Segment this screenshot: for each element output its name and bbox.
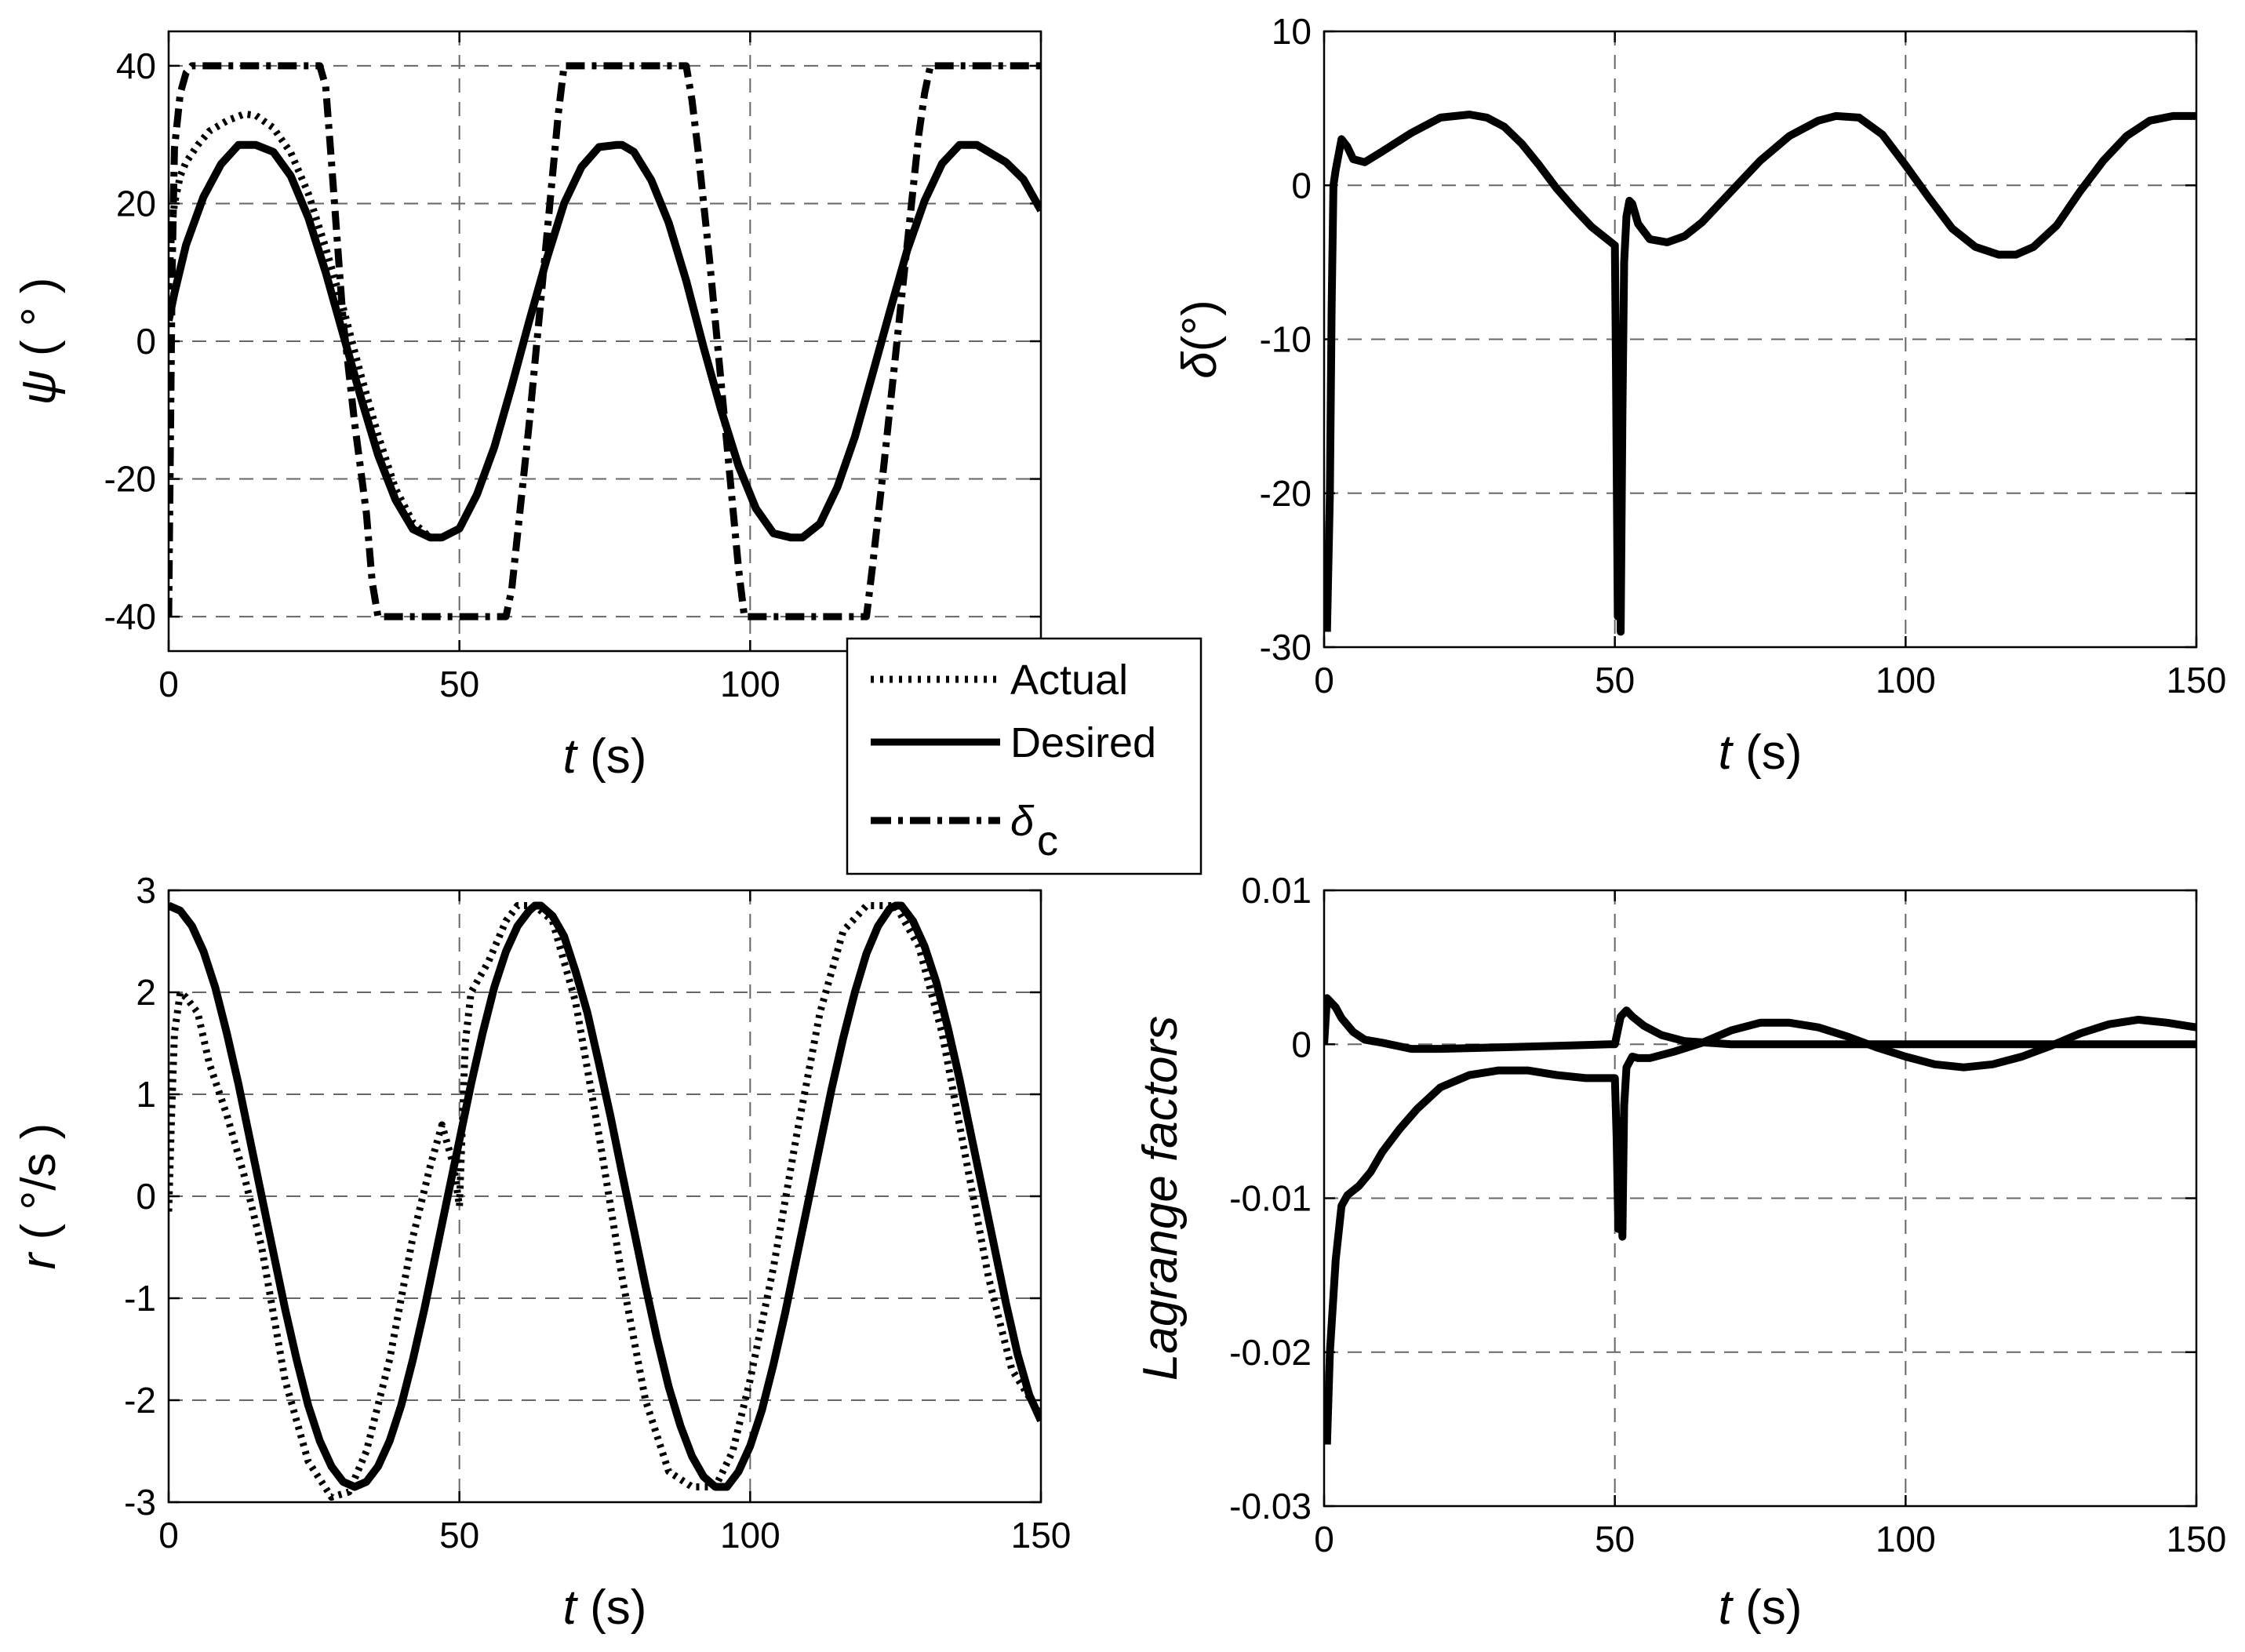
lagrange-y-axis-label: Lagrange factors (1133, 1016, 1188, 1381)
r-series-desired (169, 901, 1041, 1491)
psi-chart: 0 50 100 -40 -20 0 20 40 t (s) ψ ( ° ) (12, 30, 1042, 784)
delta-y-tick-label: 10 (1272, 11, 1312, 52)
psi-x-tick-label: 100 (720, 664, 780, 704)
r-y-tick-label: -1 (124, 1278, 156, 1319)
psi-series--c (169, 62, 1041, 620)
legend: Actual Desired δ c (846, 637, 1203, 875)
legend-label-delta-c-subscript: c (1037, 817, 1058, 864)
delta-chart: 0 50 100 150 -30 -20 -10 0 10 t (s) δ(°) (1173, 11, 2226, 780)
lagrange-y-tick-label: 0.01 (1241, 870, 1312, 911)
r-x-tick-label: 150 (1011, 1515, 1072, 1556)
lagrange-series-lambda2 (1324, 994, 2196, 1053)
psi-y-tick-label: -20 (104, 459, 156, 500)
psi-y-tick-label: -40 (104, 596, 156, 637)
lagrange-y-tick-label: -0.03 (1229, 1486, 1312, 1526)
delta-y-tick-label: 0 (1291, 165, 1312, 206)
legend-label-desired: Desired (1010, 719, 1156, 766)
psi-series-desired (169, 140, 1041, 542)
r-y-tick-label: -2 (124, 1380, 156, 1421)
lagrange-y-tick-label: 0 (1291, 1024, 1312, 1064)
r-y-tick-label: -3 (124, 1482, 156, 1523)
psi-y-axis-label: ψ ( ° ) (12, 278, 66, 406)
lagrange-chart: 0 50 100 150 -0.03 -0.02 -0.01 0 0.01 t (s) Lagran… (1133, 870, 2226, 1635)
delta-series-delta (1324, 111, 2196, 636)
lagrange-x-tick-label: 150 (2167, 1519, 2227, 1559)
r-y-tick-label: 2 (136, 972, 156, 1013)
psi-y-tick-label: 40 (116, 45, 156, 86)
r-y-tick-label: 3 (136, 870, 156, 911)
r-y-tick-label: 1 (136, 1074, 156, 1115)
lagrange-x-tick-label: 100 (1876, 1519, 1936, 1559)
delta-x-tick-label: 50 (1595, 660, 1635, 700)
delta-x-tick-label: 150 (2167, 660, 2227, 700)
legend-box (846, 637, 1203, 875)
delta-x-tick-label: 0 (1314, 660, 1334, 700)
psi-x-tick-label: 50 (439, 664, 479, 704)
legend-label-delta-c: δ (1010, 798, 1035, 845)
lagrange-y-tick-label: -0.02 (1229, 1332, 1312, 1373)
r-x-tick-label: 50 (439, 1515, 479, 1556)
lagrange-x-tick-label: 0 (1314, 1519, 1334, 1559)
psi-y-tick-label: 0 (136, 321, 156, 362)
r-y-tick-label: 0 (136, 1176, 156, 1217)
delta-x-axis-label: t (s) (1719, 726, 1803, 780)
r-y-axis-label: r ( °/s ) (12, 1123, 66, 1270)
psi-x-tick-label: 0 (158, 664, 179, 704)
delta-y-axis-label: δ(°) (1173, 300, 1227, 379)
legend-label-actual: Actual (1010, 657, 1128, 704)
delta-y-tick-label: -30 (1260, 627, 1312, 668)
delta-y-tick-label: -20 (1260, 473, 1312, 514)
psi-x-axis-label: t (s) (563, 730, 647, 784)
lagrange-x-tick-label: 50 (1595, 1519, 1635, 1559)
lagrange-y-tick-label: -0.01 (1229, 1178, 1312, 1219)
lagrange-series-lambda1 (1324, 1015, 2196, 1445)
r-x-tick-label: 0 (158, 1515, 179, 1556)
delta-y-tick-label: -10 (1260, 319, 1312, 360)
r-x-tick-label: 100 (720, 1515, 780, 1556)
r-chart: 0 50 100 150 -3 -2 -1 0 1 2 3 t (s) r ( °/s ) (12, 870, 1071, 1635)
psi-y-tick-label: 20 (116, 183, 156, 224)
r-x-axis-label: t (s) (563, 1581, 647, 1635)
lagrange-x-axis-label: t (s) (1719, 1581, 1803, 1635)
delta-x-tick-label: 100 (1876, 660, 1936, 700)
